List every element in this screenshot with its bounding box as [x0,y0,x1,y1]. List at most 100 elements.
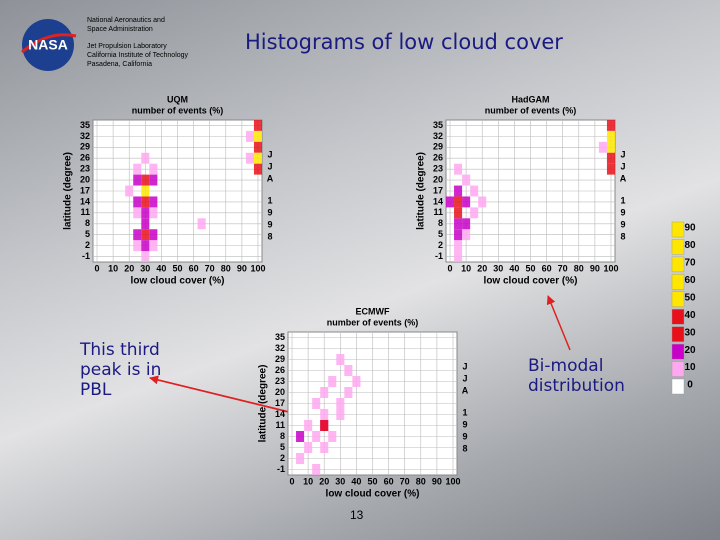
x-tick-label: 100 [603,263,618,273]
heat-cell [454,196,463,208]
colorbar-swatch [671,326,685,342]
colorbar-swatch [671,239,685,255]
heat-cell [141,251,150,262]
x-tick-label: 90 [590,263,600,273]
heat-cell [336,398,345,409]
heat-cell [141,196,150,208]
heat-cell [606,130,615,142]
y-tick-label: 26 [433,153,443,163]
heat-cell [454,229,463,241]
y-tick-label: 35 [275,332,285,342]
logo-swoosh [21,33,77,54]
heat-cell [320,420,329,431]
heat-cell [454,163,463,175]
heat-cell [133,207,142,219]
x-tick-label: 20 [319,476,329,486]
colorbar-swatch [671,343,685,360]
colorbar-label: 50 [684,292,696,303]
heat-cell [141,152,150,164]
x-tick-label: 80 [574,263,584,273]
period-label: A [462,385,469,395]
y-axis-label: latitude (degree) [258,365,269,443]
annotation: Bi-modal distribution [528,356,625,396]
period-label: 1 [462,407,467,417]
heat-cell [253,120,262,131]
heat-cell [253,141,262,153]
heat-cell [470,207,479,219]
heat-cell [253,163,262,175]
period-label: 9 [462,419,467,429]
x-tick-label: 30 [493,263,503,273]
x-tick-label: 80 [416,476,426,486]
colorbar-swatch [671,309,685,325]
heat-cell [304,420,313,431]
x-tick-label: 20 [477,263,487,273]
x-axis-label: low cloud cover (%) [131,276,225,287]
heat-cell [197,218,206,230]
heat-cell [253,152,262,164]
period-label: J [267,149,272,159]
x-tick-label: 100 [445,476,460,486]
period-label: J [620,149,625,159]
heat-cell [149,174,158,186]
x-tick-label: 0 [95,263,100,273]
colorbar-label: 70 [684,258,696,269]
y-tick-label: 23 [80,164,90,174]
heat-cell [245,130,254,142]
page-number: 13 [350,508,364,522]
x-tick-label: 10 [108,263,118,273]
y-tick-label: 29 [275,354,285,364]
colorbar-label: 60 [684,275,696,286]
x-tick-label: 70 [205,263,215,273]
heat-cell [149,163,158,175]
panel-title: UQM [167,94,188,104]
y-tick-label: 26 [275,365,285,375]
heat-cell [454,207,463,219]
slide-title: Histograms of low cloud cover [245,30,563,54]
y-tick-label: 17 [80,185,90,195]
heat-cell [296,431,305,442]
y-tick-label: 14 [275,409,285,419]
y-tick-label: 20 [80,174,90,184]
panel-title: HadGAM [512,94,550,104]
heat-cell [141,185,150,197]
agency: National Aeronautics and Space Administra… [87,17,165,33]
x-tick-label: 0 [448,263,453,273]
x-tick-label: 60 [189,263,199,273]
y-tick-label: -1 [277,464,285,474]
period-label: A [620,173,627,183]
y-tick-label: 8 [438,218,443,228]
y-tick-label: 14 [80,196,90,206]
period-label: 9 [620,219,625,229]
x-tick-label: 40 [351,476,361,486]
y-tick-label: 11 [433,207,443,217]
period-label: 9 [267,219,272,229]
heat-cell [336,354,345,365]
heat-cell [462,218,471,230]
heat-cell [312,431,321,442]
y-tick-label: 23 [275,376,285,386]
heat-cell [454,240,463,252]
panel-subtitle: number of events (%) [485,105,577,115]
y-tick-label: 5 [280,442,285,452]
y-tick-label: 20 [433,174,443,184]
colorbar-label: 30 [684,327,696,338]
y-tick-label: 29 [80,142,90,152]
colorbar-label: 10 [684,362,696,373]
colorbar-swatch [671,291,685,307]
colorbar-label: 80 [684,240,696,251]
colorbar-label: 90 [684,223,696,234]
x-tick-label: 0 [290,476,295,486]
heat-cell [320,442,329,453]
y-tick-label: 35 [80,120,90,130]
x-tick-label: 70 [400,476,410,486]
heat-cell [606,163,615,175]
y-tick-label: 2 [280,453,285,463]
heat-cell [141,218,150,230]
lab: Jet Propulsion Laboratory California Inst… [87,43,189,68]
period-label: 9 [267,207,272,217]
period-label: 8 [462,443,467,453]
x-tick-label: 10 [303,476,313,486]
y-tick-label: 17 [275,398,285,408]
